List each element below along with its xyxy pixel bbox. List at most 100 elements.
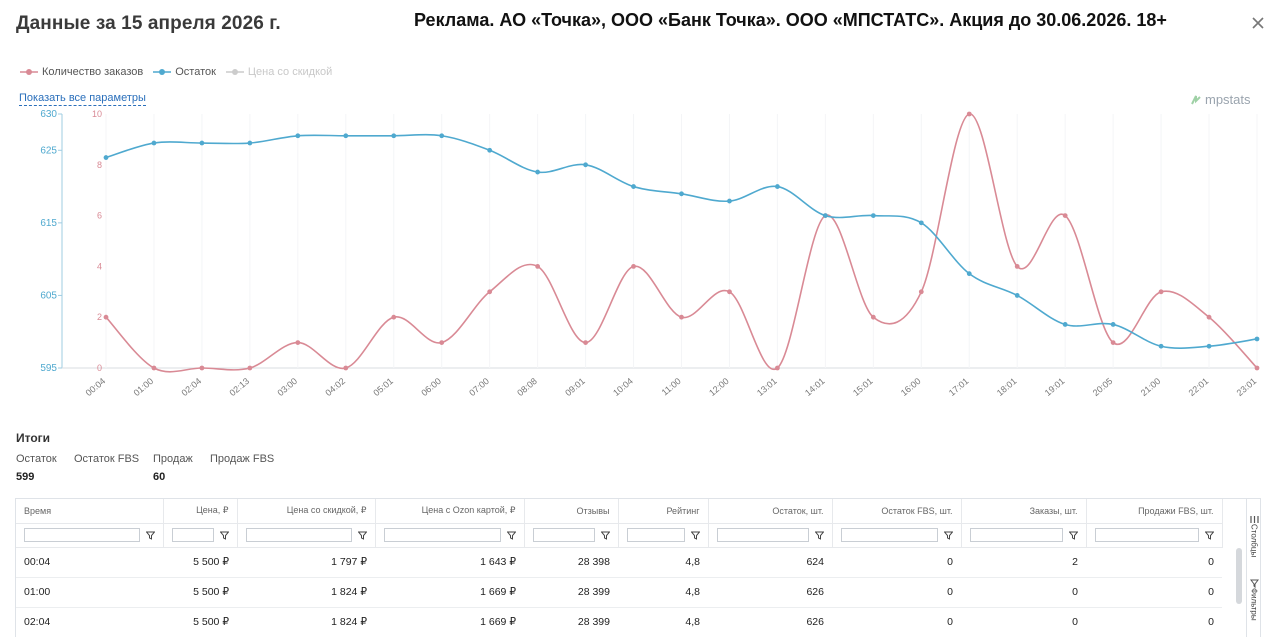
x-tick-label: 04:02 <box>323 376 347 398</box>
series-point-0 <box>343 365 349 371</box>
series-point-1 <box>1158 343 1164 349</box>
show-all-params-link[interactable]: Показать все параметры <box>19 92 146 106</box>
ad-banner[interactable]: Реклама. АО «Точка», ООО «Банк Точка». О… <box>414 10 1167 30</box>
filter-input[interactable] <box>716 528 809 542</box>
series-point-1 <box>583 162 588 168</box>
totals-title: Итоги <box>16 431 51 445</box>
table-row[interactable]: 00:04 5 500 ₽1 797 ₽1 643 ₽28 398 4,8 624 0 2… <box>16 547 1222 578</box>
series-point-1 <box>487 147 493 153</box>
legend-marker-icon <box>225 69 244 75</box>
x-tick-label: 14:01 <box>803 376 827 398</box>
filter-icon[interactable] <box>814 531 824 540</box>
table-cell: 5 500 ₽ <box>163 577 237 608</box>
column-header[interactable]: Продажи FBS, шт. <box>1086 499 1223 524</box>
brand-name: mpstats <box>1205 92 1251 107</box>
column-filter <box>375 523 525 548</box>
x-tick-label: 00:04 <box>84 376 108 398</box>
filter-icon[interactable] <box>943 531 953 540</box>
table-cell: 0 <box>832 577 961 608</box>
table-cell: 626 <box>708 577 832 608</box>
filter-icon[interactable] <box>1204 531 1214 540</box>
filter-input[interactable] <box>626 528 685 542</box>
series-point-1 <box>966 271 972 277</box>
x-tick-label: 08:08 <box>515 376 539 398</box>
x-tick-label: 11:00 <box>660 376 683 398</box>
filter-input[interactable] <box>1094 528 1199 542</box>
table-cell: 4,8 <box>618 607 708 637</box>
filters-panel-button[interactable]: Фильтры <box>1247 579 1261 621</box>
series-point-0 <box>103 314 109 320</box>
filters-icon <box>1249 579 1259 588</box>
column-filter <box>1086 523 1223 548</box>
series-point-1 <box>343 133 349 139</box>
x-tick-label: 05:01 <box>371 376 395 398</box>
filter-input[interactable] <box>969 528 1063 542</box>
column-header[interactable]: Остаток, шт. <box>708 499 833 524</box>
column-header[interactable]: Отзывы <box>524 499 619 524</box>
filter-input[interactable] <box>245 528 352 542</box>
filter-icon[interactable] <box>690 531 700 540</box>
x-tick-label: 21:00 <box>1139 376 1163 398</box>
table-row[interactable]: 02:04 5 500 ₽1 824 ₽1 669 ₽28 399 4,8 626 0 0… <box>16 607 1222 637</box>
x-tick-label: 07:00 <box>467 376 491 398</box>
column-header[interactable]: Цена с Ozon картой, ₽ <box>375 499 525 524</box>
series-point-1 <box>103 155 109 160</box>
close-icon[interactable] <box>1250 15 1266 31</box>
table-cell: 28 399 <box>524 577 618 608</box>
column-header[interactable]: Цена, ₽ <box>163 499 238 524</box>
table-cell: 0 <box>961 607 1086 637</box>
table-cell: 00:04 <box>16 547 163 578</box>
filter-icon[interactable] <box>600 531 610 540</box>
x-tick-label: 03:00 <box>275 376 299 398</box>
filter-input[interactable] <box>840 528 938 542</box>
x-tick-label: 23:01 <box>1235 376 1259 398</box>
table-cell: 0 <box>961 577 1086 608</box>
columns-panel-button[interactable]: Столбцы <box>1247 515 1261 557</box>
total-value-sales: 60 <box>153 471 166 483</box>
x-tick-label: 16:00 <box>899 376 923 398</box>
right-tick-label: 0 <box>97 363 102 373</box>
filter-input[interactable] <box>532 528 595 542</box>
column-filter <box>163 523 238 548</box>
filter-icon[interactable] <box>219 531 229 540</box>
right-tick-label: 8 <box>97 160 102 170</box>
series-point-0 <box>247 365 253 371</box>
table-scrollbar[interactable] <box>1236 548 1242 604</box>
table-cell: 2 <box>961 547 1086 578</box>
filter-icon[interactable] <box>506 531 516 540</box>
series-point-1 <box>918 220 924 226</box>
legend-label: Цена со скидкой <box>247 66 333 78</box>
x-tick-label: 18:01 <box>995 376 1019 398</box>
series-point-0 <box>966 111 972 117</box>
filter-icon[interactable] <box>357 531 367 540</box>
total-label-sales-fbs: Продаж FBS <box>210 453 275 465</box>
table-cell: 0 <box>1086 607 1222 637</box>
total-label-sales: Продаж <box>153 453 193 465</box>
column-header[interactable]: Заказы, шт. <box>961 499 1087 524</box>
orders-stock-chart: 595 605 615 625 630 0 2 4 6 8 10 00:04 01:00 02:04 02:… <box>40 109 1260 398</box>
legend-item-1[interactable]: Остаток <box>153 66 216 78</box>
table-cell: 0 <box>832 547 961 578</box>
filter-input[interactable] <box>383 528 501 542</box>
series-point-1 <box>247 140 253 146</box>
column-header[interactable]: Цена со скидкой, ₽ <box>237 499 376 524</box>
filter-icon[interactable] <box>145 531 155 540</box>
column-header[interactable]: Остаток FBS, шт. <box>832 499 962 524</box>
legend-item-2[interactable]: Цена со скидкой <box>225 66 333 78</box>
legend-item-0[interactable]: Количество заказов <box>20 66 143 78</box>
x-tick-label: 09:01 <box>563 376 587 398</box>
series-point-0 <box>918 289 924 295</box>
table-cell: 4,8 <box>618 547 708 578</box>
column-header[interactable]: Рейтинг <box>618 499 709 524</box>
right-tick-label: 6 <box>97 211 102 221</box>
column-header[interactable]: Время <box>16 499 164 524</box>
table-row[interactable]: 01:00 5 500 ₽1 824 ₽1 669 ₽28 399 4,8 626 0 0… <box>16 577 1222 608</box>
table-cell: 28 398 <box>524 547 618 578</box>
filter-input[interactable] <box>24 528 140 542</box>
filter-icon[interactable] <box>1068 531 1078 540</box>
filter-input[interactable] <box>171 528 214 542</box>
series-point-0 <box>679 314 684 320</box>
total-value-stock: 599 <box>16 471 35 483</box>
series-point-1 <box>679 191 684 197</box>
left-tick-label: 595 <box>40 363 57 374</box>
